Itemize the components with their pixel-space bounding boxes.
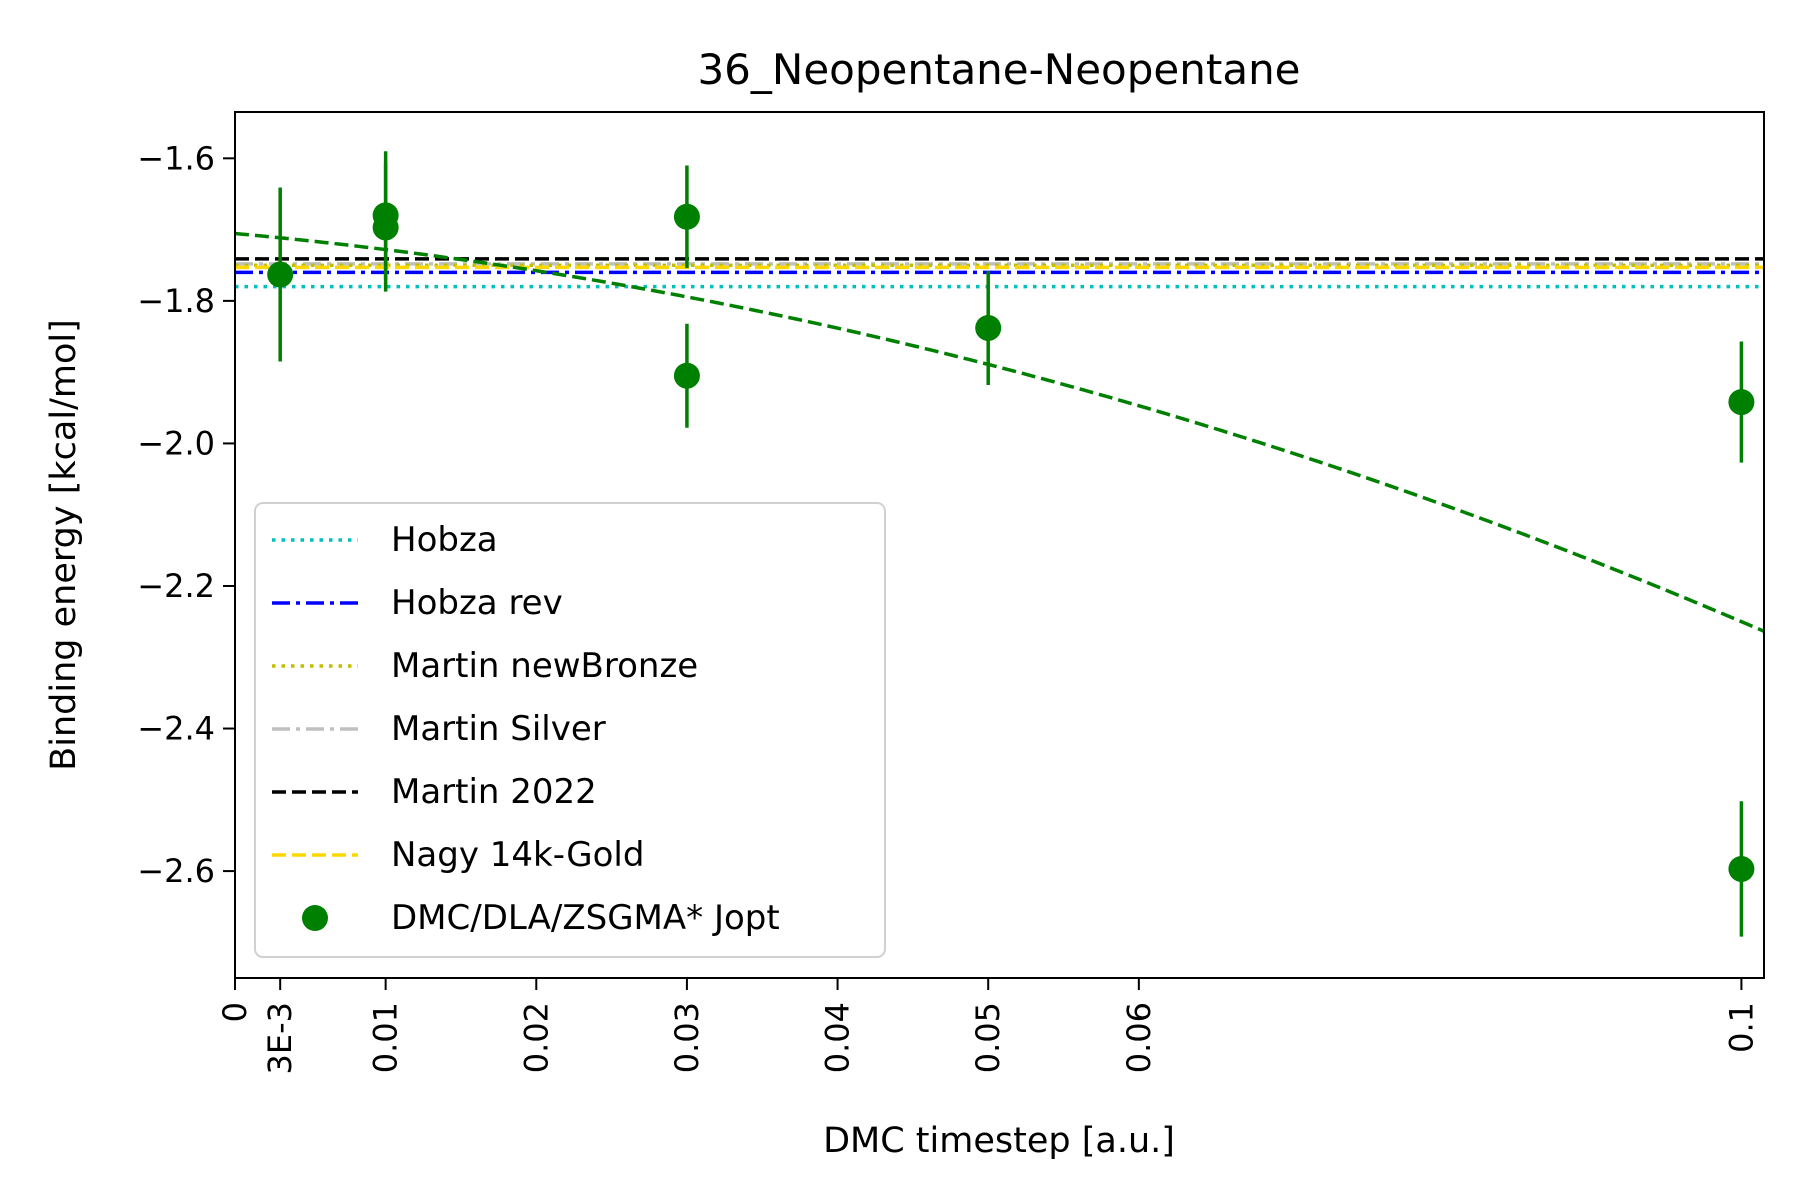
point-marker bbox=[267, 261, 294, 288]
x-tick-label: 0.04 bbox=[819, 1002, 857, 1073]
plot-area bbox=[235, 151, 1764, 937]
x-tick-label: 0.01 bbox=[367, 1002, 405, 1073]
data-point bbox=[1728, 801, 1755, 937]
point-marker bbox=[975, 314, 1002, 341]
x-tick-label: 0 bbox=[216, 1002, 254, 1022]
x-tick-label: 0.1 bbox=[1722, 1002, 1760, 1053]
y-axis-ticks: −1.6 −1.8 −2.0 −2.2 −2.4 −2.6 bbox=[137, 139, 235, 890]
y-tick-label: −2.0 bbox=[137, 424, 215, 462]
legend-label: Hobza rev bbox=[391, 583, 563, 623]
legend-box bbox=[254, 502, 886, 958]
reference-lines bbox=[235, 257, 1764, 289]
data-point bbox=[1728, 341, 1755, 463]
y-tick-label: −1.8 bbox=[137, 282, 215, 320]
point-marker bbox=[372, 214, 399, 241]
point-marker bbox=[673, 203, 700, 230]
x-axis-label: DMC timestep [a.u.] bbox=[823, 1121, 1175, 1161]
data-point bbox=[372, 163, 399, 292]
legend-label: Martin 2022 bbox=[391, 772, 597, 812]
legend-entry: DMC/DLA/ZSGMA* Jopt bbox=[302, 898, 780, 938]
legend-entries: Hobza Hobza rev Martin newBronze Martin Sil… bbox=[272, 520, 780, 938]
legend-label: Martin Silver bbox=[391, 709, 606, 749]
data-point bbox=[673, 323, 700, 428]
y-tick-label: −1.6 bbox=[137, 139, 215, 177]
y-tick-label: −2.4 bbox=[137, 710, 215, 748]
plot-frame bbox=[234, 111, 1765, 979]
data-points bbox=[267, 151, 1755, 937]
x-tick-label: 3E-3 bbox=[261, 1002, 299, 1074]
legend-label: Martin newBronze bbox=[391, 646, 698, 686]
data-point bbox=[975, 270, 1002, 385]
chart-title: 36_Neopentane-Neopentane bbox=[697, 45, 1300, 94]
legend-label: Nagy 14k-Gold bbox=[391, 835, 644, 875]
y-tick-label: −2.6 bbox=[137, 852, 215, 890]
legend-entry: Martin 2022 bbox=[272, 772, 597, 812]
legend-entry: Hobza bbox=[272, 520, 498, 560]
y-axis-label: Binding energy [kcal/mol] bbox=[44, 319, 84, 770]
x-tick-label: 0.05 bbox=[969, 1002, 1007, 1073]
legend-label: Hobza bbox=[391, 520, 498, 560]
data-point bbox=[673, 165, 700, 269]
data-point bbox=[267, 187, 294, 362]
x-tick-label: 0.02 bbox=[517, 1002, 555, 1073]
legend: Hobza Hobza rev Martin newBronze Martin Sil… bbox=[254, 502, 886, 958]
y-tick-label: −2.2 bbox=[137, 567, 215, 605]
legend-entry: Nagy 14k-Gold bbox=[272, 835, 644, 875]
fit-curve bbox=[235, 231, 1764, 633]
x-tick-label: 0.03 bbox=[668, 1002, 706, 1073]
legend-swatch bbox=[302, 905, 328, 931]
point-marker bbox=[1728, 389, 1755, 416]
legend-entry: Hobza rev bbox=[272, 583, 563, 623]
legend-entry: Martin newBronze bbox=[272, 646, 698, 686]
legend-entry: Martin Silver bbox=[272, 709, 606, 749]
point-marker bbox=[673, 362, 700, 389]
x-tick-label: 0.06 bbox=[1120, 1002, 1158, 1073]
legend-label: DMC/DLA/ZSGMA* Jopt bbox=[391, 898, 780, 938]
point-marker bbox=[1728, 855, 1755, 882]
x-axis-ticks: 0 3E-3 0.01 0.02 0.03 0.04 0.05 0.06 0.1 bbox=[216, 978, 1760, 1074]
